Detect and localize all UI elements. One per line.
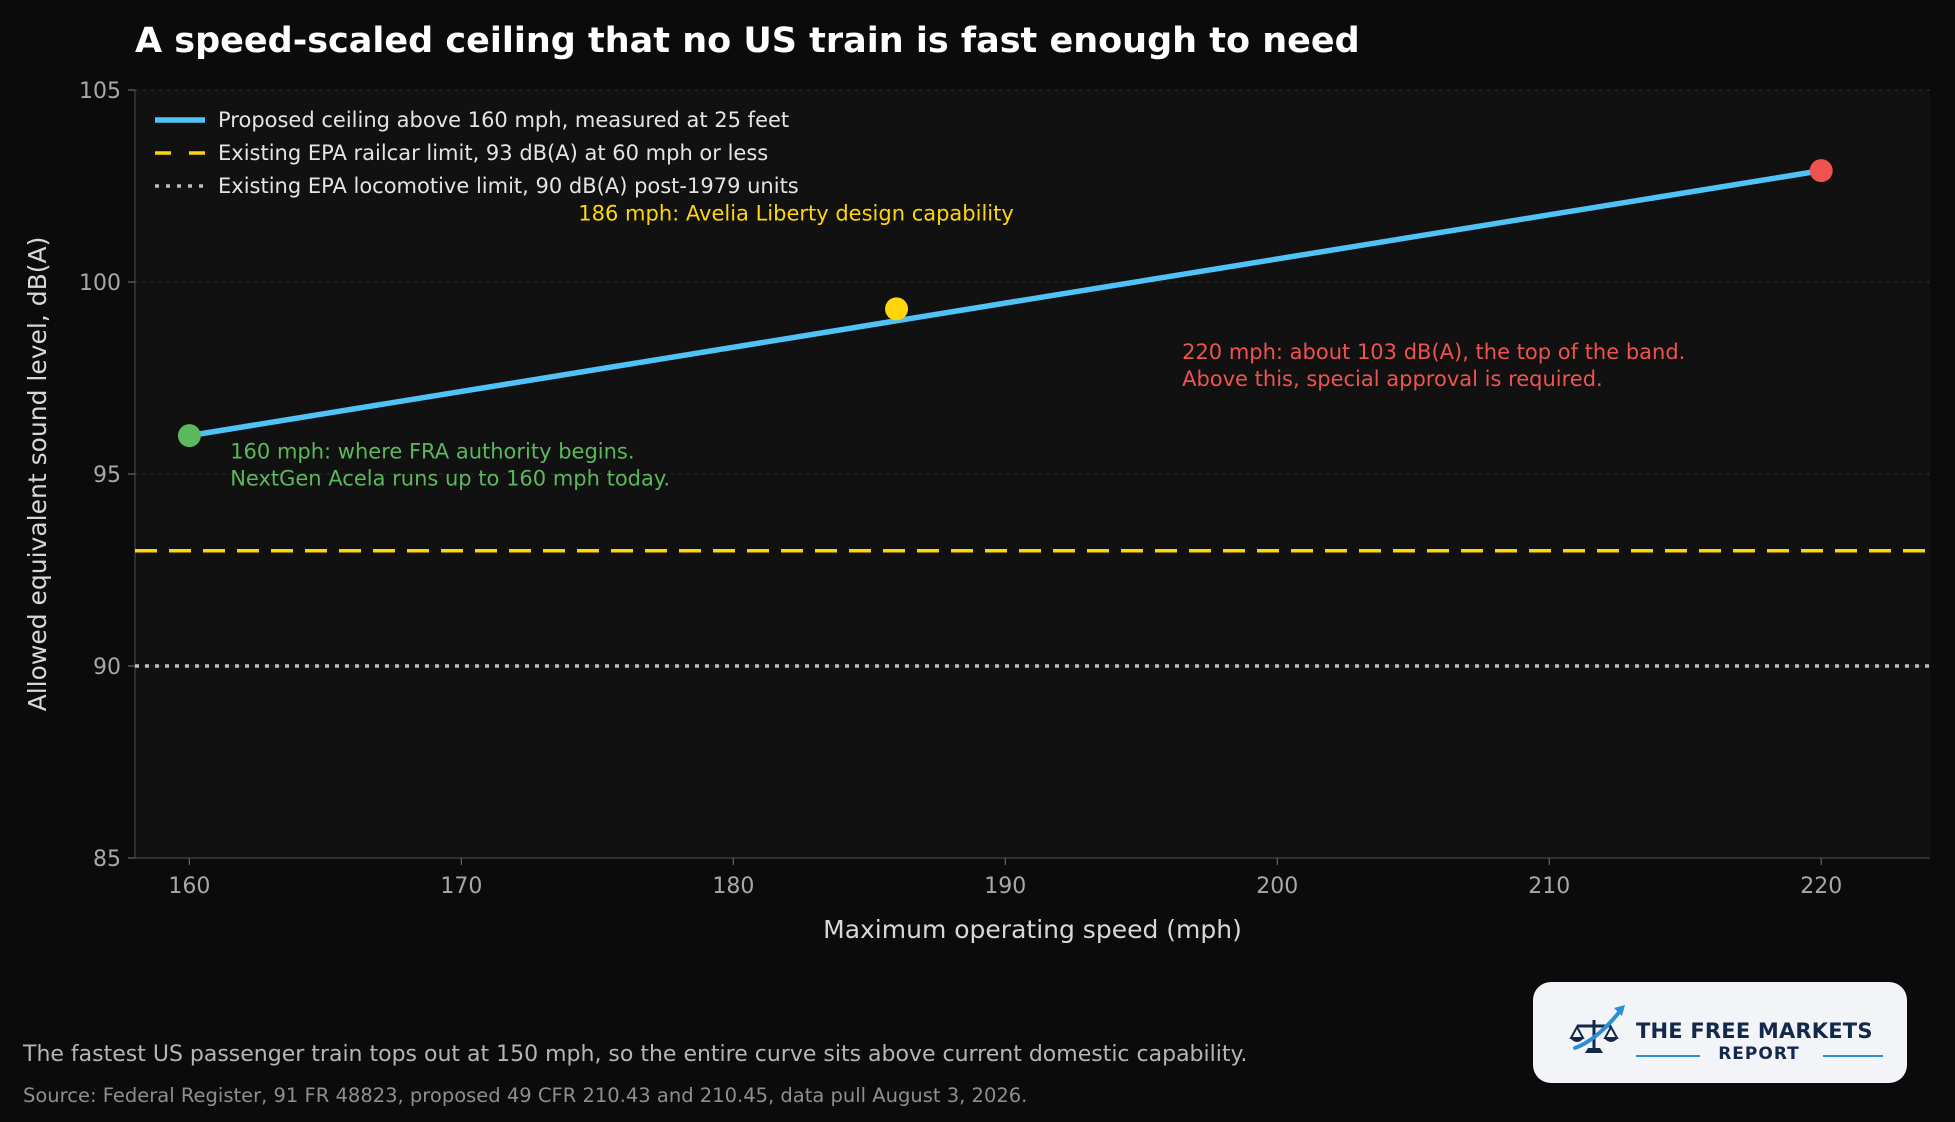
source-note: Source: Federal Register, 91 FR 48823, p… bbox=[23, 1084, 1027, 1107]
legend-label-railcar-limit: Existing EPA railcar limit, 93 dB(A) at … bbox=[218, 141, 768, 165]
x-tick-label-160: 160 bbox=[168, 874, 210, 899]
points-layer bbox=[177, 159, 1833, 448]
series-line-proposed-ceiling bbox=[186, 167, 1824, 439]
x-tick-label-200: 200 bbox=[1256, 874, 1298, 899]
legend-label-locomotive-limit: Existing EPA locomotive limit, 90 dB(A) … bbox=[218, 174, 799, 198]
series-layer bbox=[186, 167, 1824, 439]
y-tick-label-90: 90 bbox=[93, 655, 121, 680]
annotation-line: 220 mph: about 103 dB(A), the top of the… bbox=[1182, 340, 1685, 364]
scales-with-rising-arrow-icon bbox=[1569, 1005, 1625, 1053]
legend: Proposed ceiling above 160 mph, measured… bbox=[155, 108, 799, 198]
annotations: 160 mph: where FRA authority begins. Next… bbox=[230, 202, 1685, 491]
x-axis-label: Maximum operating speed (mph) bbox=[823, 915, 1242, 944]
y-tick-label-85: 85 bbox=[93, 847, 121, 872]
annotation-line: 186 mph: Avelia Liberty design capabilit… bbox=[578, 202, 1014, 226]
annotation-160-mph: 160 mph: where FRA authority begins. Next… bbox=[230, 440, 670, 491]
logo-title: THE FREE MARKETS bbox=[1636, 1019, 1873, 1043]
logo-badge: THE FREE MARKETS REPORT bbox=[1533, 982, 1907, 1083]
legend-label-proposed-ceiling: Proposed ceiling above 160 mph, measured… bbox=[218, 108, 789, 132]
grid-layer bbox=[135, 89, 1930, 667]
chart-title: A speed-scaled ceiling that no US train … bbox=[135, 21, 1360, 61]
y-tick-label-100: 100 bbox=[79, 271, 121, 296]
x-tick-label-180: 180 bbox=[712, 874, 754, 899]
annotation-line: NextGen Acela runs up to 160 mph today. bbox=[230, 467, 670, 491]
data-point-160-mph bbox=[177, 424, 201, 448]
x-tick-label-170: 170 bbox=[440, 874, 482, 899]
data-point-220-mph bbox=[1809, 159, 1833, 183]
logo-rule-right bbox=[1823, 1055, 1883, 1057]
logo-subtitle: REPORT bbox=[1718, 1044, 1800, 1064]
annotation-220-mph: 220 mph: about 103 dB(A), the top of the… bbox=[1182, 340, 1685, 391]
footnote: The fastest US passenger train tops out … bbox=[22, 1042, 1247, 1067]
y-tick-label-105: 105 bbox=[79, 79, 121, 104]
reference-lines bbox=[135, 549, 1930, 668]
y-axis-label: Allowed equivalent sound level, dB(A) bbox=[23, 237, 52, 712]
data-point-186-mph bbox=[885, 297, 909, 321]
annotation-line: 160 mph: where FRA authority begins. bbox=[230, 440, 634, 464]
logo-rule-left bbox=[1636, 1055, 1700, 1057]
annotation-line: Above this, special approval is required… bbox=[1182, 367, 1603, 391]
x-tick-label-210: 210 bbox=[1528, 874, 1570, 899]
axes-layer: 160 170 180 190 200 210 220 85 90 95 100 105 bbox=[79, 79, 1930, 899]
x-tick-label-190: 190 bbox=[984, 874, 1026, 899]
y-tick-label-95: 95 bbox=[93, 463, 121, 488]
annotation-186-mph: 186 mph: Avelia Liberty design capabilit… bbox=[578, 202, 1014, 226]
x-tick-label-220: 220 bbox=[1800, 874, 1842, 899]
